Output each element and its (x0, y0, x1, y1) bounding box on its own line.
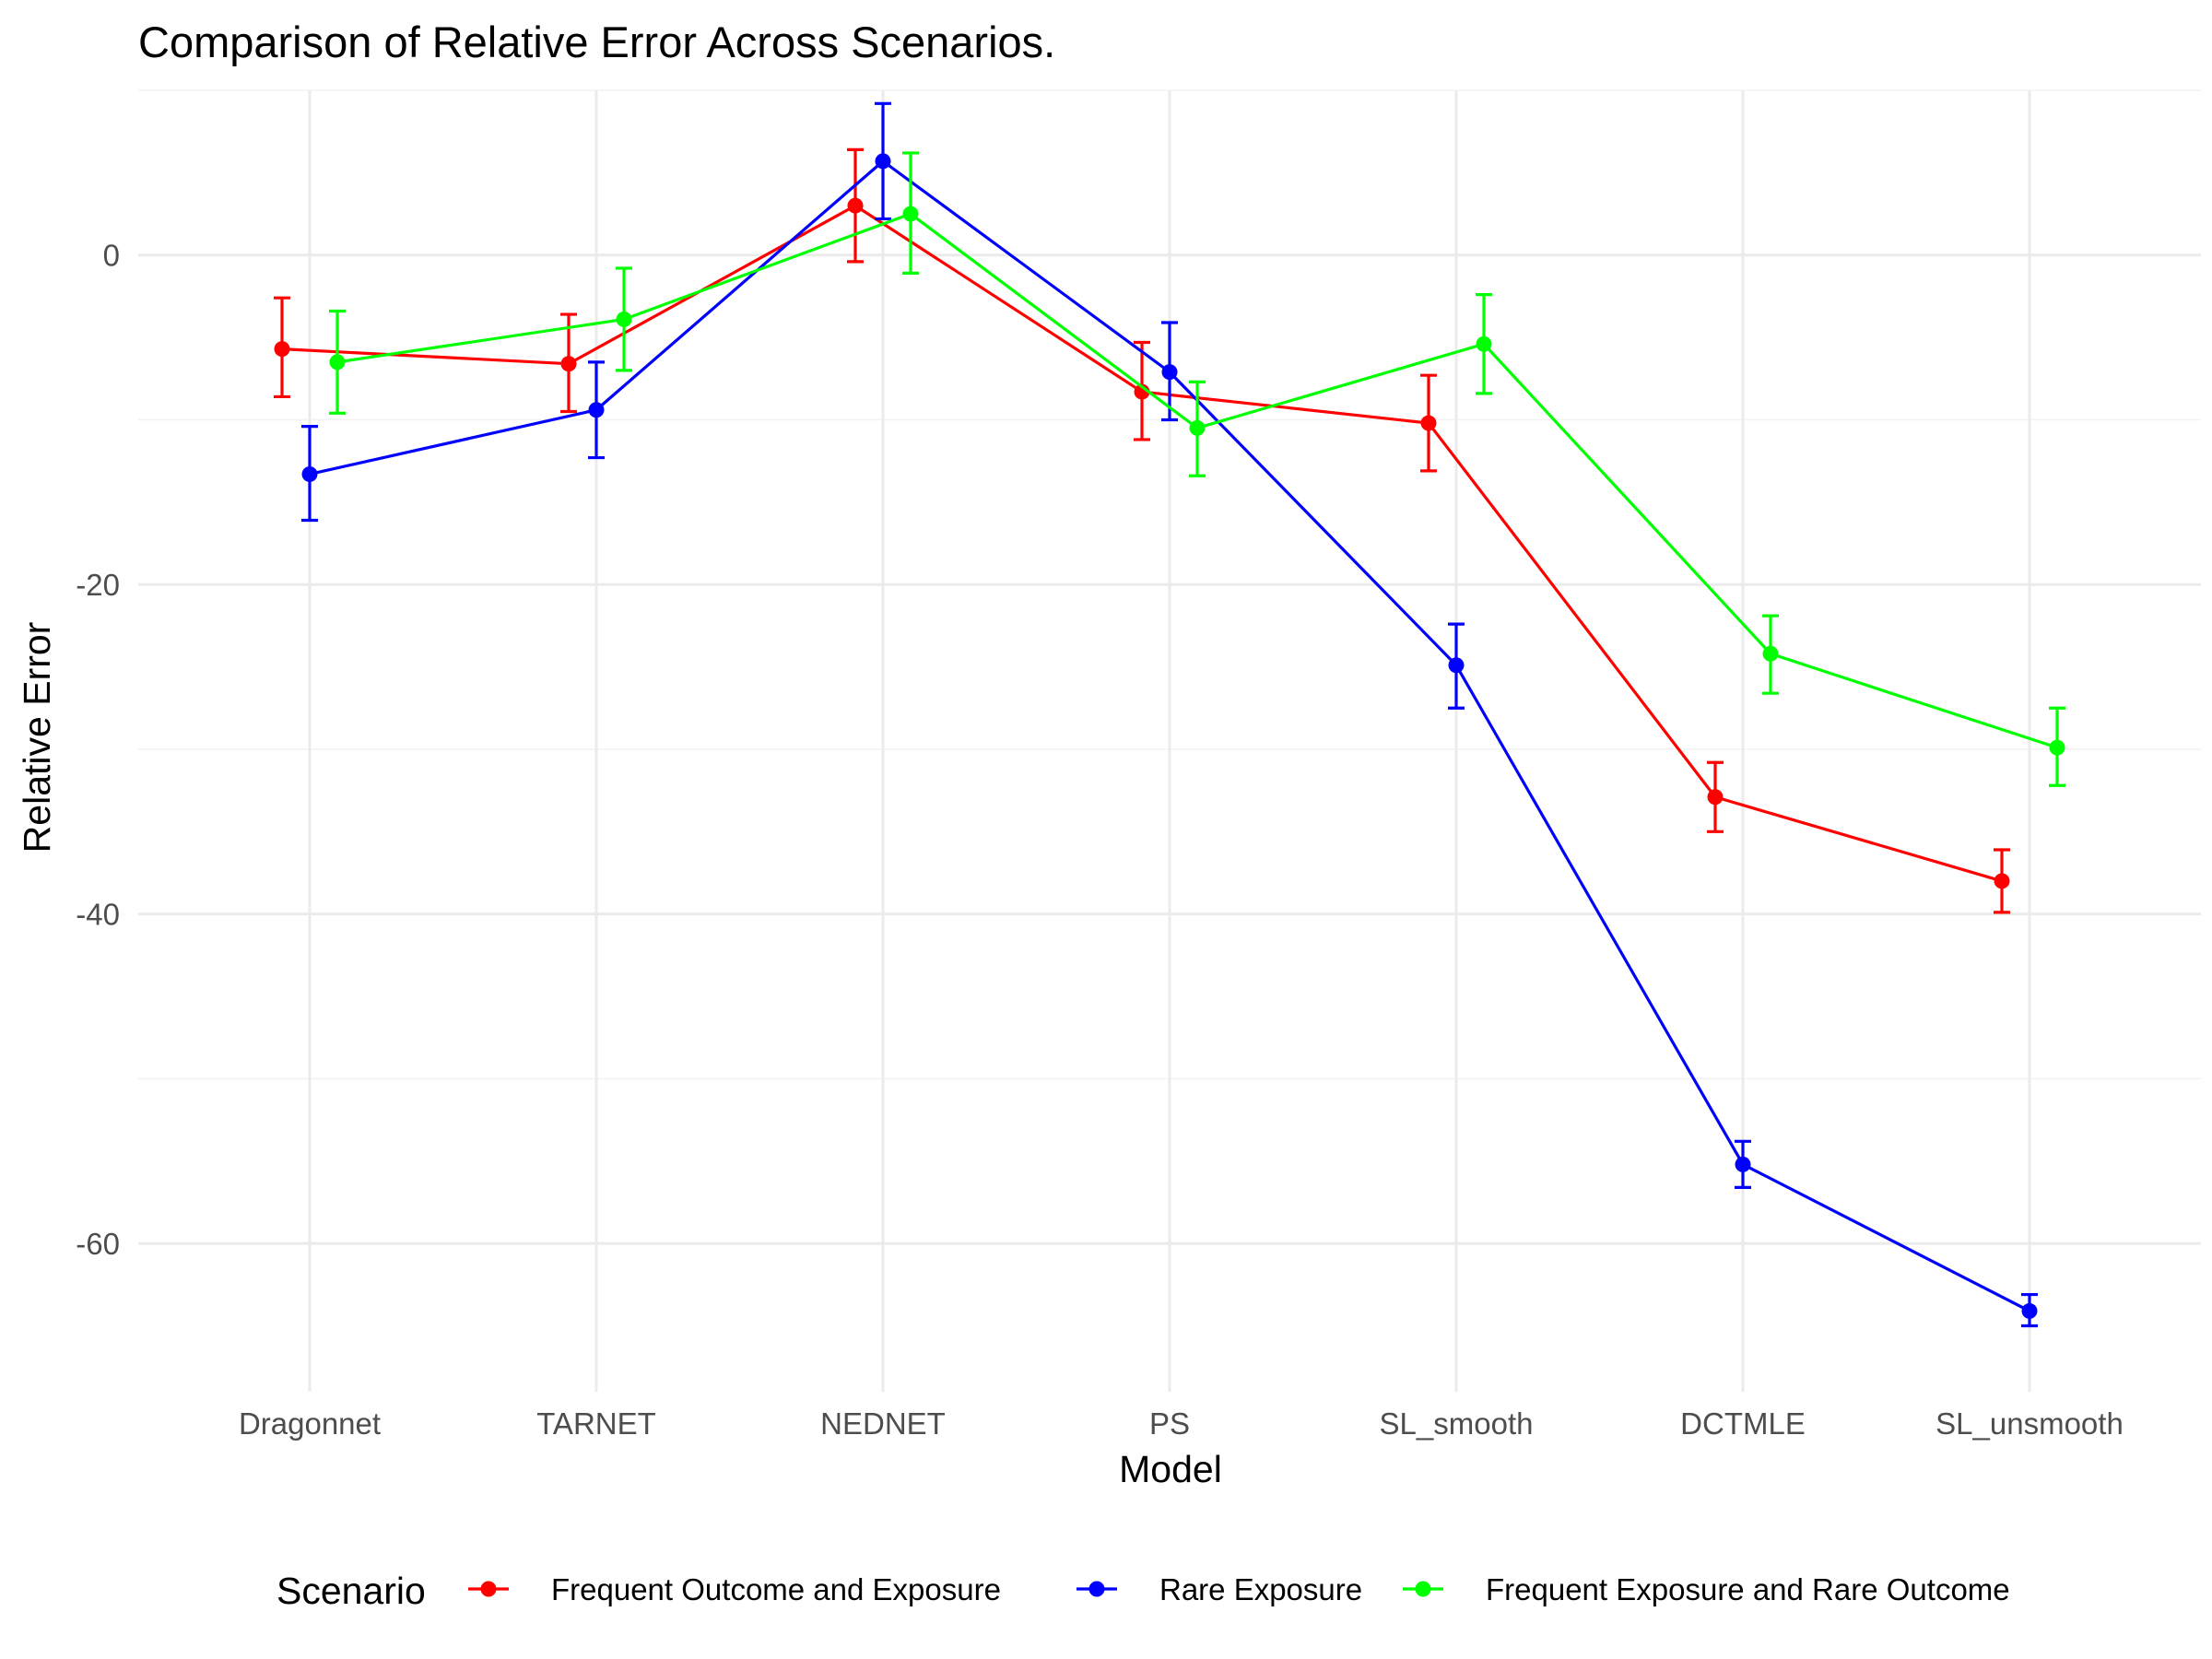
grid (138, 89, 2201, 1392)
series-layer (274, 101, 2065, 1328)
data-point (616, 311, 632, 327)
legend-title: Scenario (276, 1570, 426, 1612)
data-point (847, 197, 864, 214)
x-tick-label: SL_unsmooth (1936, 1406, 2124, 1441)
data-point (902, 206, 919, 222)
legend-key-point (1088, 1581, 1105, 1597)
legend-key-point (480, 1581, 497, 1597)
data-point (875, 153, 891, 170)
legend-key-point (1415, 1581, 1431, 1597)
data-point (1420, 415, 1437, 431)
y-tick-labels: 0 -20 -40 -60 (76, 239, 120, 1261)
data-point (588, 402, 605, 418)
data-point (1448, 657, 1465, 674)
y-axis-title: Relative Error (16, 622, 58, 853)
x-tick-labels: Dragonnet TARNET NEDNET PS SL_smooth DCTMLE SL… (239, 1406, 2124, 1441)
data-point (274, 341, 290, 358)
series-group-0 (274, 147, 2010, 914)
data-point (1707, 789, 1724, 806)
x-tick-label: DCTMLE (1680, 1406, 1806, 1441)
legend-label: Rare Exposure (1159, 1572, 1362, 1606)
data-point (1189, 419, 1206, 436)
x-tick-label: Dragonnet (239, 1406, 381, 1441)
legend-label: Frequent Exposure and Rare Outcome (1486, 1572, 2010, 1606)
x-tick-label: NEDNET (820, 1406, 946, 1441)
x-axis-title: Model (1119, 1448, 1222, 1490)
data-point (1161, 364, 1178, 381)
chart-title: Comparison of Relative Error Across Scen… (138, 18, 1055, 66)
y-tick-label: -60 (76, 1227, 120, 1261)
data-point (2049, 739, 2065, 756)
data-point (1476, 335, 1492, 352)
x-tick-label: TARNET (536, 1406, 656, 1441)
legend-label: Frequent Outcome and Exposure (551, 1572, 1001, 1606)
x-tick-label: SL_smooth (1380, 1406, 1534, 1441)
data-point (560, 356, 577, 372)
y-tick-label: 0 (103, 239, 120, 273)
y-tick-label: -40 (76, 898, 120, 932)
series-group-2 (329, 151, 2065, 787)
legend: Scenario Frequent Outcome and Exposure Ra… (276, 1570, 2010, 1612)
data-point (1994, 873, 2010, 889)
x-tick-label: PS (1149, 1406, 1190, 1441)
data-point (301, 465, 318, 482)
data-point (329, 354, 346, 371)
data-point (1762, 645, 1779, 662)
y-tick-label: -20 (76, 568, 120, 602)
data-point (1735, 1156, 1751, 1172)
data-point (2021, 1302, 2038, 1319)
series-group-1 (301, 101, 2038, 1328)
